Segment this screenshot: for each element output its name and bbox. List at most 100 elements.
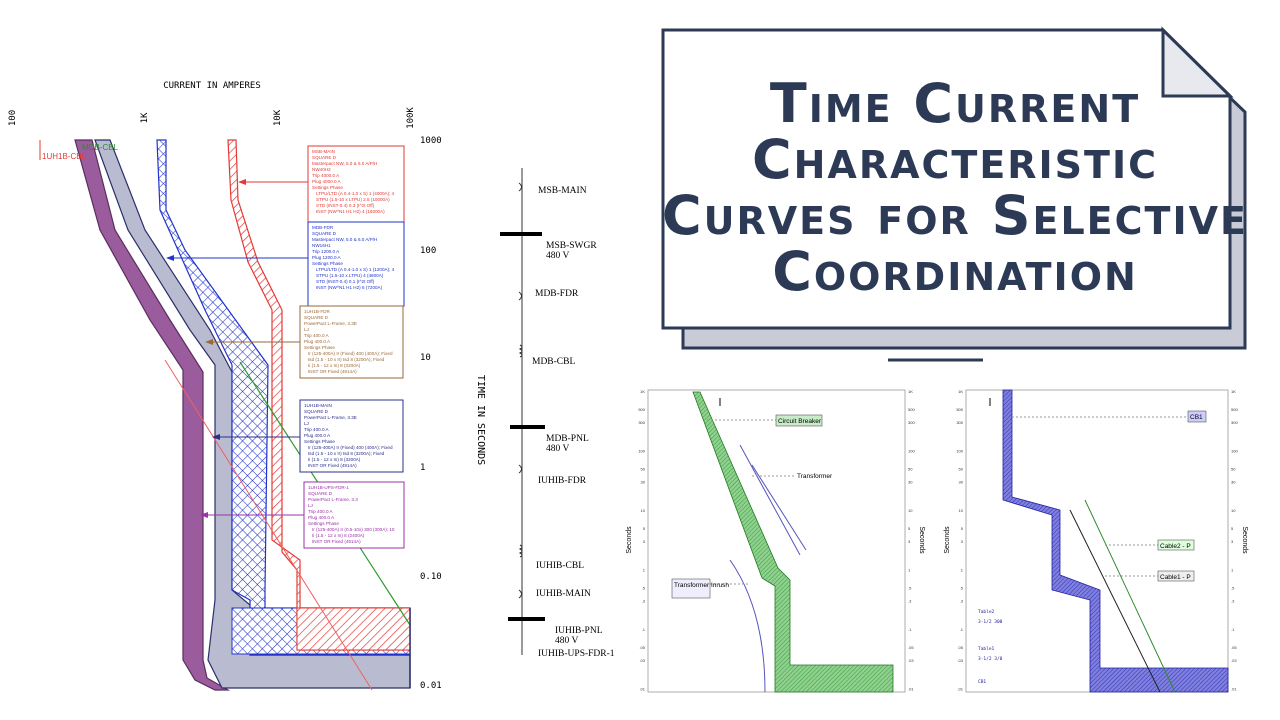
note: 3-1/2 300 [978, 619, 1003, 625]
callout-text: INST OR Fixed (4914A) [312, 539, 361, 544]
callout-text: Trip 400.0 A [304, 427, 330, 432]
callout-text: Plug 400.0 A [308, 515, 335, 520]
callout-text: LJ [304, 327, 309, 332]
x-tick-label: 100K [406, 107, 416, 129]
y-tick-label: 50 [959, 466, 964, 471]
callout-text: Settings Phase [304, 439, 335, 444]
note: CB1 [978, 679, 986, 685]
y-tick-label: 100 [1231, 449, 1238, 454]
y-tick-label: .03 [1231, 658, 1237, 663]
note: 3-1/2 3/0 [978, 656, 1003, 662]
y-tick-label: 1K [640, 389, 645, 394]
title-line: Characteristic [752, 128, 1158, 191]
y-tick-label: .05 [639, 645, 645, 650]
node-label: MDB-PNL [546, 434, 589, 444]
callout-text: tsd (1.5 - 10 x Ir) tsd 8 (3200A); Fixed [308, 451, 385, 456]
note: Table2 [978, 609, 995, 615]
callout-text: Plug 400.0 A [304, 339, 331, 344]
y-tick-label: .5 [960, 585, 964, 590]
curve-label: Transformer [797, 473, 833, 480]
y-tick-label: 30 [641, 480, 646, 485]
card [661, 28, 1232, 330]
callout-text: INST (NW^N1 H1 H2) 6 (7200A) [316, 285, 383, 290]
y-tick-label: 10 [420, 353, 431, 363]
y-tick-label: 5 [643, 526, 646, 531]
callout-text: tsd (1.5 - 10 x Ir) tsd 8 (3200A); Fixed [308, 357, 385, 362]
y-tick-label: 1 [420, 463, 425, 473]
y-tick-label: 1K [1231, 389, 1236, 394]
label-box [671, 578, 711, 599]
callout-text: Ir (125-400A) Ir (Fixed) 400 (400A); Fix… [308, 445, 393, 450]
callout-text: Trip 400.0 A [304, 333, 330, 338]
y-tick-label: 5 [961, 526, 964, 531]
callout-text: NW40H2 [312, 167, 331, 172]
y-tick-label: .05 [908, 645, 914, 650]
curve-1uh1b-cbl [74, 139, 231, 691]
y-tick-label: 3 [961, 539, 964, 544]
callout-box [299, 305, 404, 379]
label-box [1187, 410, 1207, 423]
x-tick-label: 10K [273, 109, 283, 126]
y-tick-label: .01 [1231, 687, 1237, 692]
node-label: MDB-FDR [535, 289, 579, 299]
y-tick-label: 5 [1231, 526, 1234, 531]
callout-text: INST (NW^N1 H1 H2) 4 (16000A) [316, 209, 385, 214]
x-tick-label: 1K [140, 112, 150, 123]
y-tick-label: 500 [956, 407, 963, 412]
y-tick-label: 1K [908, 389, 913, 394]
y-tick-label: 3 [643, 539, 646, 544]
y-tick-label: .03 [639, 658, 645, 663]
card-fold [1161, 26, 1234, 98]
curve-label: Cable2 - P [1160, 543, 1191, 550]
title-line: Coordination [772, 240, 1138, 303]
y-axis-label: TIME IN SECONDS [475, 375, 486, 465]
y-tick-label: 1 [1231, 568, 1234, 573]
y-tick-label: .3 [642, 599, 646, 604]
curve-label: Transformer Inrush [674, 582, 729, 589]
y-tick-label: 1K [958, 389, 963, 394]
cable1-line [1069, 509, 1161, 693]
callout-text: STD (INST-0.4) 0.3 (I^2t Off) [316, 203, 375, 208]
y-tick-label: .03 [908, 658, 914, 663]
msb-main-inst-region [296, 607, 411, 651]
arrow-head [238, 179, 246, 185]
callout-text: Plug 400.0 A [304, 433, 331, 438]
callout-text: Masterpact NW, 5.0 & 6.0 A/P/H [312, 161, 377, 166]
y-tick-label: .05 [1231, 645, 1237, 650]
transformer-line [751, 464, 807, 551]
breaker-symbols [518, 182, 523, 599]
y-tick-label: 100 [956, 449, 963, 454]
callout-text: Masterpact NW, 5.0 & 6.0 A/P/H [312, 237, 377, 242]
y-tick-label: 1 [643, 568, 646, 573]
y-tick-label: 30 [908, 480, 913, 485]
callout-box [303, 481, 405, 549]
callout-text: LJ [304, 421, 309, 426]
label-box [1157, 539, 1195, 551]
node-label: MSB-SWGR [546, 241, 597, 251]
axis-label: Seconds [918, 526, 925, 554]
callout-text: Ir (125-400A) Ir (Fixed) 400 (400A); Fix… [308, 351, 393, 356]
inrush-curve [729, 559, 766, 693]
callout-box [299, 399, 404, 473]
callout-text: Settings Phase [312, 261, 343, 266]
y-tick-label: 300 [956, 420, 963, 425]
curve-label: MDB-CBL [82, 143, 119, 152]
callout-text: Trip 400.0 A [308, 509, 334, 514]
label-box [775, 414, 823, 427]
y-tick-label: .3 [960, 599, 964, 604]
cb1-band [1002, 389, 1229, 693]
callout-text: SQUARE D [312, 155, 337, 160]
callout-box [307, 221, 405, 307]
arrow-head [205, 339, 213, 345]
node-label: MSB-MAIN [538, 186, 587, 196]
callout-text: 1UH1B-FDR [304, 309, 330, 314]
main-tcc-plot: CURRENT IN AMPERES 1UH1B-CBL MDB-CBL TIM… [8, 81, 486, 691]
y-tick-label: 300 [638, 420, 645, 425]
node-label: 480 V [546, 251, 569, 261]
y-tick-label: 30 [1231, 480, 1236, 485]
y-tick-label: .03 [957, 658, 963, 663]
callout-text: INST OR Fixed (4914A) [308, 463, 357, 468]
y-tick-label: 10 [908, 508, 913, 513]
